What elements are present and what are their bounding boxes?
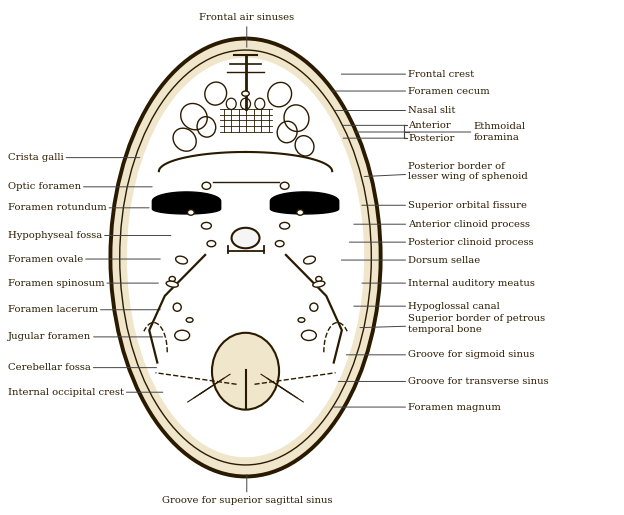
Ellipse shape <box>202 182 211 190</box>
Ellipse shape <box>280 222 290 229</box>
Text: Posterior clinoid process: Posterior clinoid process <box>349 237 534 247</box>
Text: Cerebellar fossa: Cerebellar fossa <box>7 363 157 372</box>
Ellipse shape <box>173 303 181 311</box>
Text: Frontal crest: Frontal crest <box>341 70 474 79</box>
Ellipse shape <box>297 210 304 215</box>
Text: Hypophyseal fossa: Hypophyseal fossa <box>7 231 171 240</box>
Ellipse shape <box>316 277 322 282</box>
Ellipse shape <box>186 318 193 322</box>
Ellipse shape <box>175 256 187 264</box>
Text: Posterior border of
lesser wing of sphenoid: Posterior border of lesser wing of sphen… <box>364 162 528 181</box>
Ellipse shape <box>127 58 364 457</box>
Ellipse shape <box>110 39 381 476</box>
Text: Groove for transverse sinus: Groove for transverse sinus <box>338 377 549 386</box>
Text: Foramen lacerum: Foramen lacerum <box>7 305 160 314</box>
Text: Superior border of petrous
temporal bone: Superior border of petrous temporal bone <box>360 314 545 334</box>
Ellipse shape <box>310 303 318 311</box>
Text: Nasal slit: Nasal slit <box>335 106 456 115</box>
Text: Internal auditory meatus: Internal auditory meatus <box>362 279 535 287</box>
Ellipse shape <box>166 281 178 287</box>
Text: Dorsum sellae: Dorsum sellae <box>341 255 480 265</box>
Ellipse shape <box>169 277 175 282</box>
Ellipse shape <box>187 210 194 215</box>
Text: Foramen spinosum: Foramen spinosum <box>7 279 158 287</box>
Ellipse shape <box>212 333 279 409</box>
Text: Ethmoidal
foramina: Ethmoidal foramina <box>356 122 525 142</box>
Ellipse shape <box>242 91 249 96</box>
Ellipse shape <box>304 256 316 264</box>
Ellipse shape <box>301 330 316 340</box>
Polygon shape <box>270 192 339 214</box>
Ellipse shape <box>202 222 212 229</box>
Text: Optic foramen: Optic foramen <box>7 182 152 191</box>
Text: Jugular foramen: Jugular foramen <box>7 332 163 341</box>
Text: Foramen magnum: Foramen magnum <box>334 403 501 411</box>
Text: Anterior: Anterior <box>343 121 451 130</box>
Ellipse shape <box>207 241 216 247</box>
Text: Posterior: Posterior <box>343 134 455 143</box>
Ellipse shape <box>298 318 305 322</box>
Text: Superior orbital fissure: Superior orbital fissure <box>362 201 527 210</box>
Ellipse shape <box>275 241 284 247</box>
Text: Foramen ovale: Foramen ovale <box>7 254 160 264</box>
Polygon shape <box>152 192 221 214</box>
Text: Groove for sigmoid sinus: Groove for sigmoid sinus <box>346 350 535 359</box>
Text: Hypoglossal canal: Hypoglossal canal <box>354 302 500 311</box>
Text: Foramen cecum: Foramen cecum <box>332 87 490 95</box>
Text: Crista galli: Crista galli <box>7 153 140 162</box>
Ellipse shape <box>232 228 260 248</box>
Ellipse shape <box>175 330 190 340</box>
Text: Anterior clinoid process: Anterior clinoid process <box>354 220 530 229</box>
Text: Frontal air sinuses: Frontal air sinuses <box>199 13 295 22</box>
Text: Internal occipital crest: Internal occipital crest <box>7 388 163 397</box>
Text: Groove for superior sagittal sinus: Groove for superior sagittal sinus <box>162 496 332 505</box>
Text: Foramen rotundum: Foramen rotundum <box>7 203 149 212</box>
Ellipse shape <box>280 182 289 190</box>
Ellipse shape <box>313 281 325 287</box>
